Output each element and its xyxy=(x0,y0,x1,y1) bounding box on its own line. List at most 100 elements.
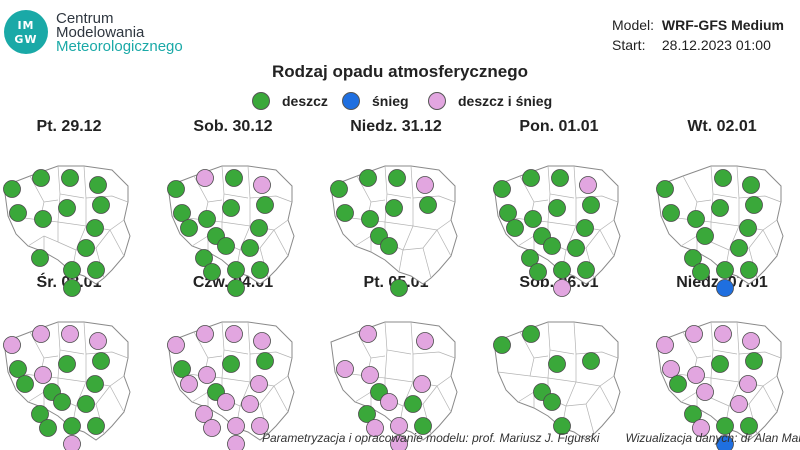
precip-marker-mixed xyxy=(359,325,377,343)
precip-marker-rain xyxy=(662,204,680,222)
precip-marker-rain xyxy=(173,360,191,378)
precip-marker-mixed xyxy=(742,332,760,350)
precip-marker-rain xyxy=(256,352,274,370)
precip-marker-rain xyxy=(241,239,259,257)
province-border xyxy=(109,385,125,413)
model-row: Model: WRF-GFS Medium xyxy=(612,15,784,35)
precip-marker-rain xyxy=(543,237,561,255)
logo-badge-bottom: GW xyxy=(14,33,38,46)
model-credit: Parametryzacja i opracowanie modelu: pro… xyxy=(262,431,600,445)
precip-marker-rain xyxy=(31,405,49,423)
precip-marker-mixed xyxy=(167,336,185,354)
precip-marker-rain xyxy=(63,261,81,279)
precip-marker-rain xyxy=(567,239,585,257)
province-border xyxy=(410,321,456,359)
precip-marker-rain xyxy=(548,355,566,373)
precip-marker-rain xyxy=(222,199,240,217)
legend-label-snow: śnieg xyxy=(372,93,409,109)
logo-badge-top: IM xyxy=(17,19,35,32)
precip-marker-mixed xyxy=(253,332,271,350)
precip-marker-rain xyxy=(548,199,566,217)
day-map xyxy=(656,165,784,297)
day-map xyxy=(167,321,295,450)
precip-marker-mixed xyxy=(227,435,245,450)
precip-marker-rain xyxy=(739,219,757,237)
precip-marker-mixed xyxy=(416,176,434,194)
province-border xyxy=(436,229,452,257)
day-map xyxy=(3,321,131,450)
province-border xyxy=(273,385,289,413)
poland-outline xyxy=(656,321,784,441)
precip-marker-rain xyxy=(89,176,107,194)
precip-marker-rain xyxy=(39,419,57,437)
precip-marker-rain xyxy=(77,239,95,257)
precip-marker-rain xyxy=(87,417,105,435)
precip-marker-mixed xyxy=(180,375,198,393)
precip-marker-mixed xyxy=(61,325,79,343)
precip-marker-mixed xyxy=(730,395,748,413)
day-map xyxy=(656,321,784,450)
precip-marker-mixed xyxy=(32,325,50,343)
precip-marker-rain xyxy=(3,180,21,198)
precip-marker-mixed xyxy=(3,336,21,354)
day-label: Sob. 30.12 xyxy=(193,118,273,135)
legend-swatch-snow xyxy=(342,92,360,110)
precip-marker-rain xyxy=(180,219,198,237)
precip-marker-rain xyxy=(203,263,221,281)
precip-marker-mixed xyxy=(253,176,271,194)
province-border xyxy=(273,229,289,257)
day-map xyxy=(493,321,621,441)
precip-marker-mixed xyxy=(390,417,408,435)
precip-marker-rain xyxy=(34,210,52,228)
precip-marker-rain xyxy=(53,393,71,411)
precip-marker-rain xyxy=(684,405,702,423)
page-title: Rodzaj opadu atmosferycznego xyxy=(272,62,528,81)
province-border xyxy=(27,222,59,247)
precip-marker-rain xyxy=(506,219,524,237)
precip-marker-rain xyxy=(390,279,408,297)
precip-marker-mixed xyxy=(685,325,703,343)
precip-marker-rain xyxy=(9,360,27,378)
precip-marker-mixed xyxy=(390,435,408,450)
precip-marker-rain xyxy=(359,169,377,187)
precip-marker-rain xyxy=(745,352,763,370)
precip-marker-snow xyxy=(716,279,734,297)
precip-marker-rain xyxy=(543,393,561,411)
province-border xyxy=(762,229,778,257)
start-value: 28.12.2023 01:00 xyxy=(661,37,771,53)
precip-marker-mixed xyxy=(366,419,384,437)
precip-marker-mixed xyxy=(198,366,216,384)
precip-marker-rain xyxy=(330,180,348,198)
province-border xyxy=(599,385,615,413)
legend-swatch-rain xyxy=(252,92,270,110)
precip-marker-rain xyxy=(217,237,235,255)
precip-marker-mixed xyxy=(662,360,680,378)
precip-marker-mixed xyxy=(225,325,243,343)
precip-marker-mixed xyxy=(687,366,705,384)
precip-marker-mixed xyxy=(361,366,379,384)
day-label: Wt. 02.01 xyxy=(687,118,757,135)
precip-marker-rain xyxy=(9,204,27,222)
model-label: Model: xyxy=(612,17,655,33)
precip-marker-rain xyxy=(742,176,760,194)
precip-marker-rain xyxy=(16,375,34,393)
precip-marker-mixed xyxy=(413,375,431,393)
day-label: Pt. 29.12 xyxy=(36,118,102,135)
province-border xyxy=(422,247,432,279)
poland-outline xyxy=(167,321,295,441)
precip-marker-rain xyxy=(711,355,729,373)
precip-marker-rain xyxy=(692,263,710,281)
logo-line-1: Centrum xyxy=(56,10,114,27)
precip-marker-rain xyxy=(404,395,422,413)
precip-marker-mixed xyxy=(241,395,259,413)
province-border xyxy=(762,385,778,413)
logo-text: Centrum Modelowania Meteorologicznego xyxy=(56,10,183,54)
precip-marker-rain xyxy=(577,261,595,279)
precip-marker-mixed xyxy=(196,325,214,343)
precip-marker-mixed xyxy=(195,405,213,423)
precip-marker-rain xyxy=(522,325,540,343)
precip-marker-mixed xyxy=(336,360,354,378)
precip-marker-mixed xyxy=(34,366,52,384)
precip-marker-rain xyxy=(521,249,539,267)
province-border xyxy=(109,229,125,257)
